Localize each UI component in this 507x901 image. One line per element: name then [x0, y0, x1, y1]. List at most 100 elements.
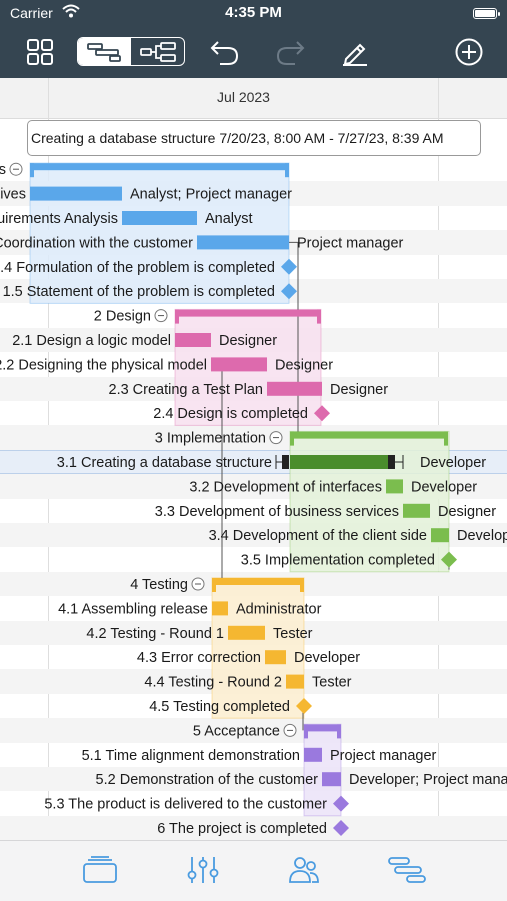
- tasks-tab-icon[interactable]: [78, 853, 122, 887]
- group-region: [289, 430, 450, 573]
- task-resource: Analyst; Project manager: [130, 187, 292, 203]
- task-bar: [228, 625, 265, 640]
- milestone-diamond: [281, 283, 297, 300]
- add-icon[interactable]: [452, 36, 486, 68]
- task-resource: Project manager: [330, 748, 437, 764]
- task-label: 2 Design: [94, 309, 151, 325]
- task-label: 3.3 Development of business services: [155, 504, 399, 520]
- task-resource: Developer: [457, 528, 507, 544]
- milestone-diamond: [333, 820, 349, 836]
- task-label: 5 Acceptance: [193, 723, 280, 739]
- task-resource: Developer: [411, 479, 477, 495]
- task-bar: [431, 528, 449, 543]
- summary-bar-cap: [304, 724, 308, 739]
- task-bar: [386, 479, 403, 494]
- task-label: 1.5 Statement of the problem is complete…: [3, 284, 275, 300]
- redo-icon[interactable]: [273, 36, 307, 68]
- group-region: [29, 162, 290, 304]
- task-label: 2.3 Creating a Test Plan: [109, 382, 264, 398]
- task-bar: [304, 747, 322, 762]
- summary-bar-cap: [444, 431, 448, 446]
- status-bar: Carrier 4:35 PM: [0, 0, 507, 28]
- network-view-icon[interactable]: [131, 38, 184, 65]
- summary-bar-cap: [300, 578, 304, 592]
- task-bar: [403, 503, 430, 518]
- task-label: 5.3 The product is delivered to the cust…: [44, 797, 327, 813]
- summary-bar-cap: [175, 309, 179, 324]
- task-bar: [197, 235, 289, 250]
- task-label: 1.1 Interviewing the representatives: [0, 187, 26, 203]
- summary-bar-cap: [285, 163, 289, 178]
- summary-bar-cap: [337, 724, 341, 739]
- grid-view-icon[interactable]: [24, 36, 56, 68]
- task-bar: [122, 211, 197, 225]
- task-bar: [322, 772, 341, 787]
- task-resource: Tester: [312, 675, 352, 691]
- settings-tab-icon[interactable]: [181, 853, 225, 887]
- task-label: 5.2 Demonstration of the customer: [96, 772, 319, 788]
- timeline-month: Jul 2023: [217, 89, 270, 105]
- task-label: 4.5 Testing completed: [149, 699, 290, 715]
- milestone-diamond: [333, 795, 349, 812]
- undo-icon[interactable]: [208, 36, 242, 68]
- wifi-icon: [62, 4, 80, 23]
- task-bar: [286, 674, 304, 689]
- carrier-label: Carrier: [10, 5, 53, 21]
- task-bar: [175, 333, 211, 347]
- task-resource: Developer: [294, 650, 360, 666]
- status-time: 4:35 PM: [225, 4, 282, 21]
- task-resource: Project manager: [297, 235, 404, 251]
- summary-bar: [212, 578, 304, 585]
- task-resource: Designer: [219, 333, 277, 349]
- group-region: [211, 577, 305, 719]
- tab-bar: [0, 840, 507, 901]
- milestone-diamond: [296, 698, 312, 714]
- resources-tab-icon[interactable]: [282, 853, 326, 887]
- task-resource: Analyst: [205, 211, 253, 227]
- task-resource: Designer: [275, 357, 333, 373]
- milestone-diamond: [441, 551, 457, 568]
- task-label: 4.1 Assembling release: [58, 601, 208, 617]
- battery-icon: [473, 8, 500, 19]
- gantt-row-bg: [0, 718, 507, 743]
- task-bar: [212, 601, 228, 616]
- edit-icon[interactable]: [338, 36, 372, 68]
- task-label: 2.2 Designing the physical model: [0, 357, 207, 373]
- task-bar: [267, 381, 322, 396]
- task-label: 3.5 Implementation completed: [241, 553, 435, 569]
- task-resource: Designer: [330, 382, 388, 398]
- task-resource: Tester: [273, 626, 313, 642]
- task-bar: [265, 650, 286, 665]
- summary-bar-cap: [212, 578, 216, 592]
- resize-guide: [395, 455, 404, 469]
- summary-bar: [290, 431, 448, 439]
- task-label: 4.3 Error correction: [137, 650, 261, 666]
- task-label: 3.4 Development of the client side: [209, 528, 427, 544]
- task-resource: Developer: [420, 455, 486, 471]
- task-label: 2.4 Design is completed: [153, 406, 308, 422]
- group-region: [303, 723, 342, 817]
- task-resource: Administrator: [236, 601, 322, 617]
- summary-bar: [304, 724, 341, 732]
- task-label: 5.1 Time alignment demonstration: [82, 748, 300, 764]
- task-label: 3.1 Creating a database structure: [57, 455, 272, 471]
- summary-bar: [175, 309, 321, 317]
- summary-bar-cap: [317, 309, 321, 324]
- task-resource: Designer: [438, 504, 496, 520]
- task-label: 3.2 Development of interfaces: [189, 479, 382, 495]
- task-bar: [211, 357, 267, 372]
- summary-bar-cap: [30, 163, 34, 178]
- task-label: 6 The project is completed: [157, 821, 327, 837]
- gantt-row-bg: [0, 767, 507, 792]
- task-bar: [290, 455, 390, 469]
- gantt-view-icon[interactable]: [78, 38, 131, 65]
- task-label: 1 Analysis: [0, 162, 6, 178]
- summary-bar-cap: [290, 431, 294, 446]
- summary-bar: [30, 163, 289, 171]
- task-label: 4.2 Testing - Round 1: [86, 626, 224, 642]
- gantt-tab-icon[interactable]: [385, 853, 429, 887]
- resize-handle-end: [388, 455, 395, 469]
- view-segmented-control: [77, 37, 185, 66]
- task-label: 1.2 Requirements Analysis: [0, 211, 118, 227]
